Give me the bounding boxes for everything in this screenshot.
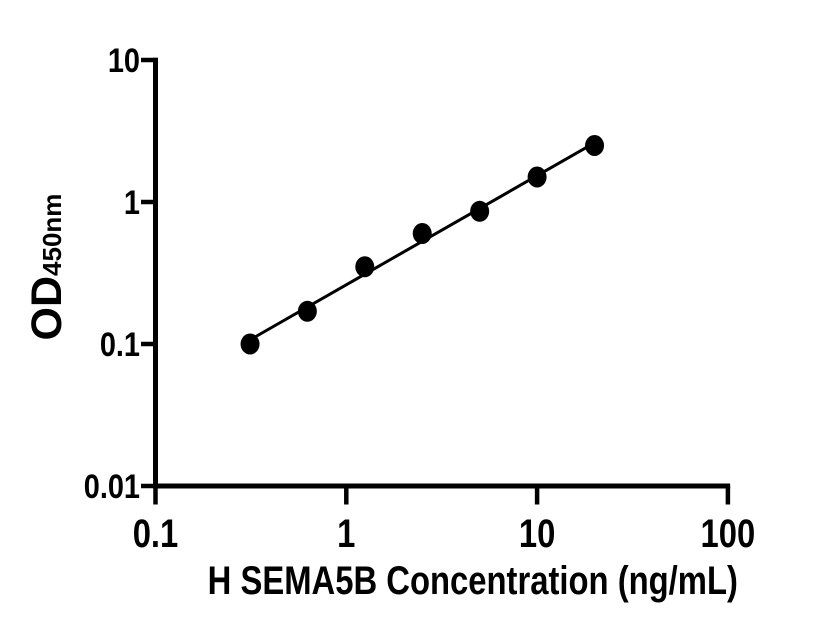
x-tick-label: 1 (337, 511, 355, 556)
y-axis-title-main: OD (23, 275, 71, 341)
data-point (297, 300, 317, 322)
x-tick-label: 0.1 (133, 511, 179, 556)
data-point (412, 223, 432, 245)
data-point (527, 166, 547, 188)
y-axis-title: OD 450nm (23, 157, 78, 377)
data-point (355, 256, 375, 278)
x-tick-label: 100 (701, 511, 756, 556)
y-axis-title-subscript: 450nm (37, 193, 67, 276)
data-point (585, 134, 605, 156)
data-point (470, 200, 490, 222)
x-tick-label: 10 (519, 511, 555, 556)
x-axis-title: H SEMA5B Concentration (ng/mL) (207, 559, 738, 603)
y-tick-label: 0.01 (84, 467, 140, 506)
y-tick-label: 0.1 (100, 325, 140, 364)
y-tick-label: 10 (108, 41, 140, 80)
y-tick-label: 1 (124, 183, 140, 222)
data-point (240, 333, 260, 355)
